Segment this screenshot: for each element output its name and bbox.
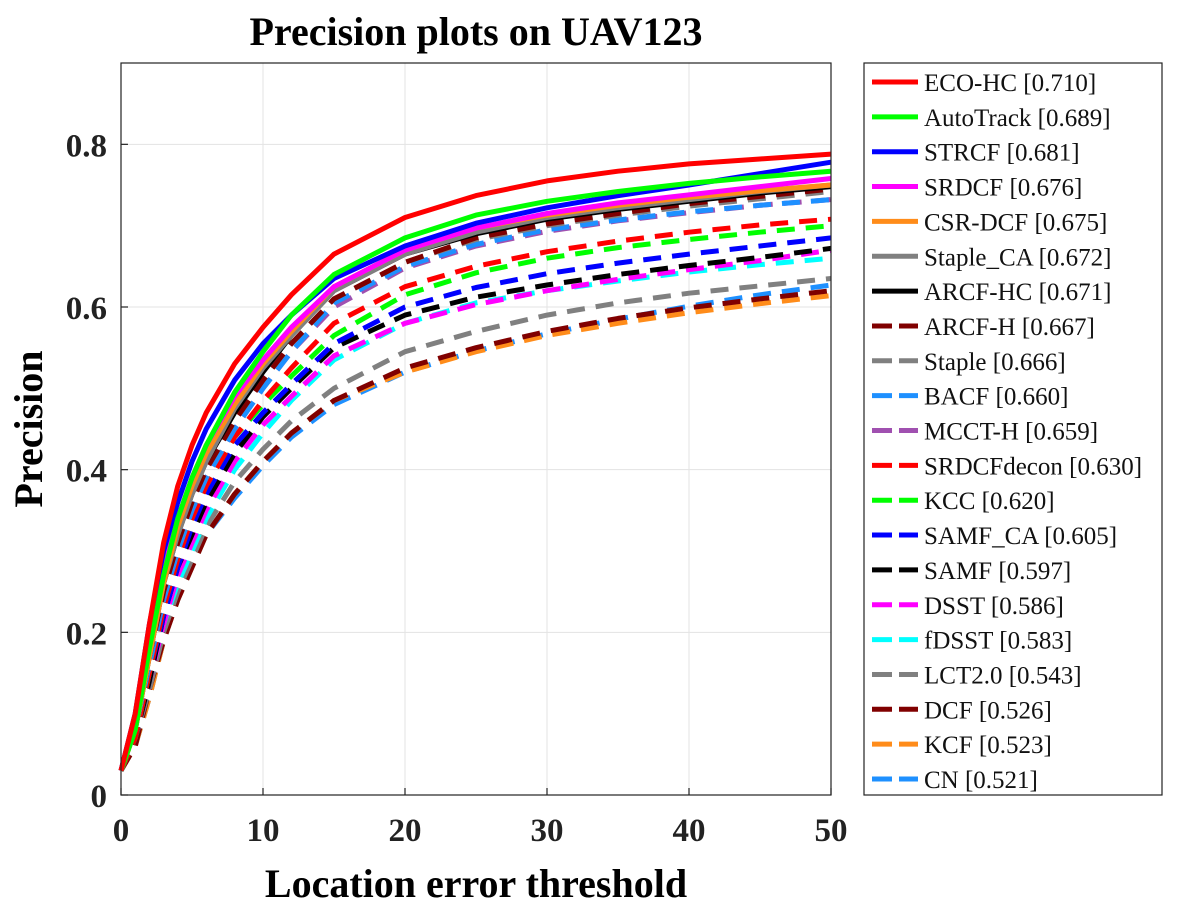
legend-label-13: KCC [0.620] (924, 488, 1055, 515)
y-tick-label: 0.8 (66, 128, 107, 164)
legend: ECO-HC [0.710] AutoTrack [0.689] STRCF [0.… (863, 62, 1163, 796)
x-tick-label: 30 (531, 813, 564, 849)
plot-area-frame (120, 62, 832, 796)
legend-label-5: CSR-DCF [0.675] (924, 209, 1107, 236)
series-line-19 (118, 288, 832, 772)
x-axis-label: Location error threshold (265, 861, 687, 906)
y-tick-label: 0.6 (66, 291, 107, 327)
legend-label-7: ARCF-HC [0.671] (924, 279, 1112, 306)
legend-label-20: KCF [0.523] (924, 732, 1052, 759)
y-tick-label: 0.4 (66, 454, 107, 490)
legend-label-11: MCCT-H [0.659] (924, 419, 1098, 446)
x-tick-label: 50 (815, 813, 848, 849)
series-line-16 (118, 247, 832, 772)
legend-label-15: SAMF [0.597] (924, 558, 1071, 585)
series-line-2 (118, 168, 832, 772)
series-line-9 (118, 189, 832, 772)
legend-label-14: SAMF_CA [0.605] (924, 523, 1117, 550)
series-line-21 (118, 282, 832, 772)
legend-label-10: BACF [0.660] (924, 384, 1068, 411)
series-line-20 (118, 293, 832, 772)
legend-label-8: ARCF-H [0.667] (924, 314, 1095, 341)
legend-label-1: ECO-HC [0.710] (924, 70, 1096, 97)
series-line-18 (118, 276, 832, 772)
legend-label-6: Staple_CA [0.672] (924, 244, 1112, 271)
x-tick-label: 20 (389, 813, 422, 849)
legend-label-21: CN [0.521] (924, 767, 1038, 794)
chart-title: Precision plots on UAV123 (249, 9, 702, 54)
series-line-1 (118, 151, 832, 772)
legend-label-16: DSST [0.586] (924, 593, 1064, 620)
series-line-14 (118, 235, 832, 772)
y-axis-ticks: 0 0.2 0.4 0.6 0.8 (66, 128, 128, 815)
legend-label-18: LCT2.0 [0.543] (924, 662, 1082, 689)
legend-label-17: fDSST [0.583] (924, 628, 1072, 655)
legend-label-3: STRCF [0.681] (924, 140, 1080, 167)
series-layer (118, 151, 832, 772)
legend-label-9: Staple [0.666] (924, 349, 1066, 376)
y-tick-label: 0.2 (66, 616, 107, 652)
x-tick-label: 0 (113, 813, 130, 849)
legend-label-12: SRDCFdecon [0.630] (924, 453, 1142, 480)
legend-label-19: DCF [0.526] (924, 697, 1052, 724)
series-line-15 (118, 245, 832, 772)
y-axis-label: Precision (6, 350, 51, 507)
x-tick-label: 10 (247, 813, 280, 849)
x-tick-label: 40 (673, 813, 706, 849)
legend-label-4: SRDCF [0.676] (924, 175, 1082, 202)
series-line-8 (118, 186, 832, 772)
y-tick-label: 0 (91, 779, 108, 815)
x-axis-ticks: 0 10 20 30 40 50 (113, 788, 848, 849)
series-line-17 (118, 255, 832, 772)
legend-label-2: AutoTrack [0.689] (924, 105, 1111, 132)
